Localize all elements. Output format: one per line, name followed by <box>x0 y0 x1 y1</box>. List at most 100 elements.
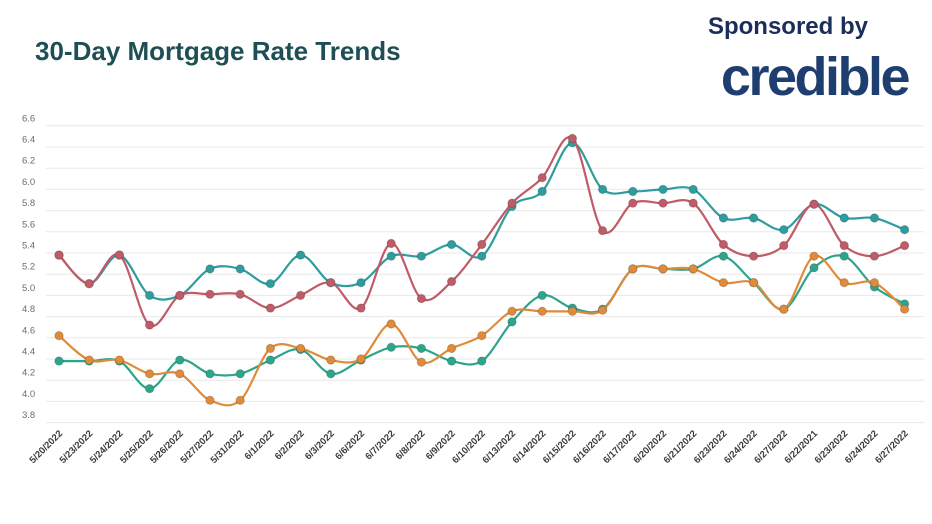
orange-line-point <box>477 331 487 341</box>
orange-line-point <box>416 357 427 367</box>
orange-line-point <box>356 354 366 364</box>
orange-line-point <box>114 355 125 365</box>
red-line-point <box>537 173 547 183</box>
x-axis-labels: 5/20/20225/23/20225/24/20225/25/20225/26… <box>27 428 910 466</box>
orange-line-point <box>628 264 638 274</box>
series-orange-line <box>54 251 910 407</box>
y-tick-label: 4.8 <box>22 304 35 315</box>
red-line-point <box>84 279 94 289</box>
orange-line-point <box>597 305 608 315</box>
red-line-point <box>265 303 276 313</box>
y-tick-label: 3.8 <box>22 410 35 421</box>
red-line-point <box>899 240 910 251</box>
red-line-point <box>114 250 125 260</box>
red-line-point <box>658 198 668 208</box>
green-line-point <box>416 343 427 354</box>
teal-line-point <box>386 251 396 261</box>
orange-line-point <box>326 355 336 365</box>
teal-line-point <box>477 251 487 261</box>
red-line-point <box>869 251 880 261</box>
teal-line-point <box>597 184 608 195</box>
orange-line-point <box>567 306 578 316</box>
teal-line-point <box>356 278 366 288</box>
orange-line-point <box>688 264 698 274</box>
orange-line-point <box>537 306 547 316</box>
gridlines <box>46 125 924 424</box>
orange-line-point <box>235 395 245 405</box>
orange-line-point <box>295 343 306 354</box>
green-line-point <box>54 356 64 366</box>
red-line-point <box>386 238 396 249</box>
green-line-point <box>477 356 487 366</box>
orange-line-point <box>446 343 457 354</box>
teal-line-point <box>688 184 698 195</box>
orange-line-point <box>869 278 880 288</box>
red-line-point <box>567 133 578 144</box>
y-tick-label: 4.2 <box>22 368 35 379</box>
green-line-point <box>446 356 457 366</box>
teal-line-point <box>265 279 276 289</box>
orange-line-point <box>658 264 668 274</box>
green-line-point <box>718 251 729 261</box>
x-tick-label: 5/31/2022 <box>209 428 247 466</box>
teal-line-path <box>57 141 906 301</box>
y-axis-labels: 6.6 6.4 6.2 6.0 5.8 5.6 5.4 5.2 5.0 4.8 4.6 4.4 4.2 4… <box>22 113 35 421</box>
red-line-point <box>356 303 366 313</box>
teal-line-point <box>205 264 215 274</box>
teal-line-point <box>748 213 759 223</box>
green-line-point <box>809 263 819 273</box>
teal-line-point <box>144 290 155 301</box>
orange-line-point <box>54 331 64 341</box>
y-tick-label: 4.0 <box>22 389 35 400</box>
red-line-point <box>205 289 215 299</box>
red-line-point <box>718 239 729 250</box>
green-line-point <box>144 384 155 394</box>
red-line-point <box>144 320 155 330</box>
green-line-point <box>839 251 849 261</box>
orange-line-point <box>779 304 789 314</box>
orange-line-point <box>265 343 276 354</box>
orange-line-point <box>839 278 849 288</box>
red-line-point <box>628 198 638 208</box>
teal-line-point <box>446 239 457 250</box>
red-line-point <box>175 290 185 301</box>
red-line-point <box>326 278 336 288</box>
y-tick-label: 6.2 <box>22 156 35 167</box>
red-line-point <box>295 290 306 301</box>
orange-line-path <box>57 254 906 407</box>
green-line-point <box>235 369 245 379</box>
y-tick-label: 6.4 <box>22 135 35 146</box>
red-line-point <box>839 240 849 251</box>
orange-line-point <box>718 278 729 288</box>
x-tick-label: 6/27/2022 <box>873 428 911 466</box>
teal-line-point <box>235 264 245 274</box>
green-line-point <box>205 369 215 379</box>
red-line-point <box>748 251 759 261</box>
green-line-path <box>57 254 906 390</box>
y-tick-label: 6.6 <box>22 113 35 124</box>
orange-line-point <box>809 251 819 261</box>
x-tick-label: 6/1/2022 <box>243 428 277 462</box>
credible-logo: credible <box>720 47 911 107</box>
y-tick-label: 6.0 <box>22 177 35 188</box>
teal-line-point <box>295 250 306 260</box>
teal-line-point <box>718 213 729 223</box>
orange-line-point <box>899 304 910 314</box>
orange-line-point <box>175 369 185 379</box>
orange-line-point <box>507 306 517 316</box>
teal-line-point <box>779 225 789 235</box>
red-line-point <box>507 198 517 208</box>
red-line-point <box>688 198 698 208</box>
x-tick-label: 6/7/2022 <box>363 428 397 462</box>
y-tick-label: 4.6 <box>22 325 35 336</box>
red-line-point <box>477 239 487 250</box>
green-line-point <box>507 317 517 327</box>
red-line-point <box>779 240 789 251</box>
green-line-point <box>537 290 547 301</box>
red-line-point <box>597 226 608 236</box>
teal-line-point <box>658 184 668 195</box>
x-tick-label: 6/2/2022 <box>273 428 307 462</box>
red-line-point <box>809 199 819 209</box>
x-tick-label: 6/8/2022 <box>394 428 428 462</box>
